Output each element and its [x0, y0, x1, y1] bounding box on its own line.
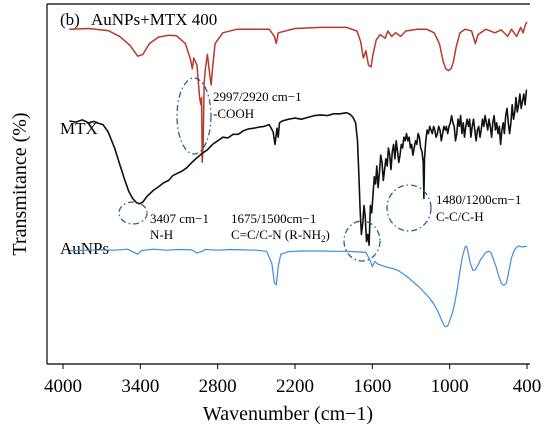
series-line-aunps-mtx-400	[69, 21, 528, 164]
series-label-aunps-mtx: AuNPs+MTX 400	[91, 10, 217, 29]
x-tick-label-6: 400	[513, 376, 542, 397]
y-axis-title: Transmitance (%)	[9, 112, 31, 255]
series-label-aunps: AuNPs	[60, 239, 109, 258]
series-line-mtx	[69, 89, 528, 246]
x-tick-label-0: 4000	[44, 376, 82, 397]
x-tick-label-5: 1000	[431, 376, 469, 397]
annotation-nh-group: N-H	[150, 227, 173, 242]
series-line-aunps	[69, 245, 528, 328]
x-tick-label-1: 3400	[121, 376, 159, 397]
peak-ellipse-nh	[118, 201, 148, 225]
peak-ellipse-cc-cn	[343, 220, 381, 262]
panel-label: (b)	[60, 10, 80, 29]
annotation-cc-cn-wavenumber: 1675/1500cm−1	[231, 211, 316, 226]
x-axis-title: Wavenumber (cm−1)	[203, 403, 373, 425]
annotation-cc-cn-paren: )	[326, 227, 330, 242]
annotation-cc-cn-group: C=C/C-N (R-NH2)	[231, 227, 330, 244]
annotation-cooh-group: -COOH	[213, 106, 254, 121]
annotation-cc-cn-subscript: 2	[321, 234, 326, 244]
peak-ellipse-cooh	[176, 77, 212, 155]
annotation-cc-ch-wavenumber: 1480/1200cm−1	[436, 192, 521, 207]
x-axis-ticks: 4000 3400 2800 2200 1600 1000 400	[44, 364, 541, 397]
x-tick-label-4: 1600	[353, 376, 391, 397]
annotation-cc-cn-group-text: C=C/C-N (R-NH	[231, 227, 321, 242]
x-tick-label-3: 2200	[276, 376, 314, 397]
annotation-cooh-wavenumber: 2997/2920 cm−1	[213, 89, 302, 104]
series-label-mtx: MTX	[60, 119, 98, 138]
annotation-nh-wavenumber: 3407 cm−1	[150, 211, 209, 226]
annotation-cc-ch-group: C-C/C-H	[436, 209, 484, 224]
peak-ellipse-cc-ch	[386, 184, 432, 232]
x-tick-label-2: 2800	[199, 376, 237, 397]
